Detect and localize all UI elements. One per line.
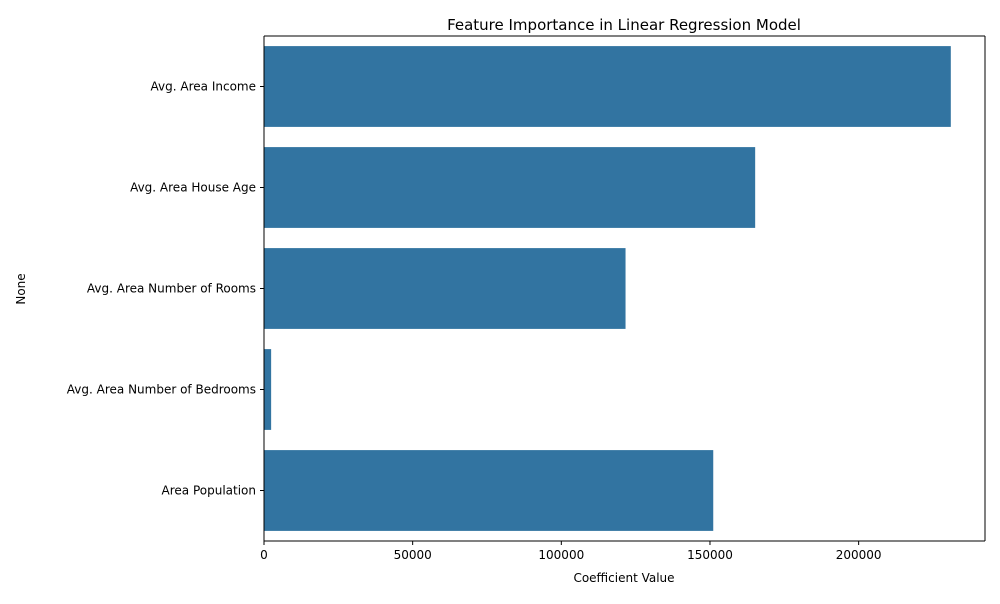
chart-title: Feature Importance in Linear Regression … [447,16,801,34]
x-tick-label: 200000 [836,548,882,562]
bar [264,349,272,430]
bar [264,46,951,127]
x-tick-label: 100000 [538,548,584,562]
x-tick-label: 0 [260,548,268,562]
y-tick-label: Avg. Area Income [151,80,256,94]
x-tick-label: 50000 [394,548,432,562]
x-axis-label: Coefficient Value [573,571,674,585]
y-tick-label: Area Population [162,484,256,498]
bar [264,450,714,531]
bar [264,147,756,228]
x-tick-label: 150000 [687,548,733,562]
ticks-layer: Avg. Area Income Avg. Area House Age Avg. … [67,80,882,563]
y-axis-label: None [14,273,28,304]
bar [264,248,626,329]
bars-layer [264,46,951,531]
y-tick-label: Avg. Area Number of Bedrooms [67,383,256,397]
y-tick-label: Avg. Area House Age [130,181,256,195]
y-tick-label: Avg. Area Number of Rooms [87,282,256,296]
